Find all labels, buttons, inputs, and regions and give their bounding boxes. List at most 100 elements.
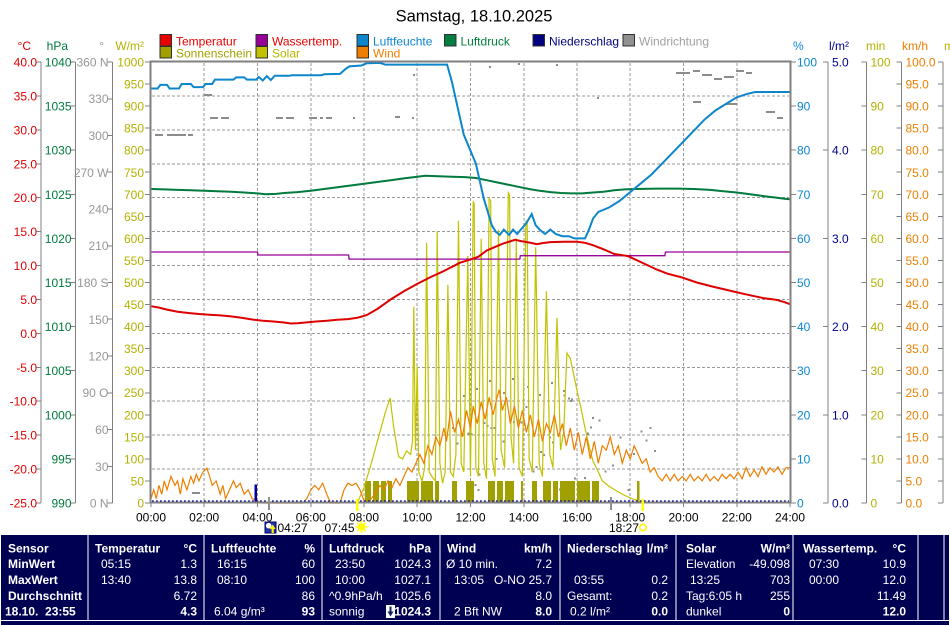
svg-text:08:10: 08:10 — [217, 573, 247, 587]
svg-text:0.0: 0.0 — [832, 497, 849, 511]
svg-text:13.8: 13.8 — [174, 573, 198, 587]
svg-text:750: 750 — [124, 166, 144, 180]
svg-text:10:00: 10:00 — [402, 511, 432, 525]
svg-text:70: 70 — [797, 188, 811, 202]
svg-text:Temperatur: Temperatur — [176, 35, 237, 49]
svg-text:Wassertemp.: Wassertemp. — [803, 542, 877, 556]
svg-text:3.0: 3.0 — [832, 232, 849, 246]
svg-text:-10.0: -10.0 — [10, 395, 38, 409]
svg-text:4.0: 4.0 — [832, 144, 849, 158]
svg-text:23:50: 23:50 — [335, 557, 365, 571]
svg-text:70: 70 — [871, 188, 885, 202]
svg-text:07:30: 07:30 — [809, 557, 839, 571]
svg-text:06:00: 06:00 — [296, 511, 326, 525]
svg-text:sonnig: sonnig — [329, 605, 364, 619]
svg-text:5.0: 5.0 — [20, 293, 37, 307]
svg-text:703: 703 — [770, 573, 790, 587]
svg-text:Luftfeuchte: Luftfeuchte — [373, 35, 433, 49]
svg-text:210: 210 — [88, 239, 108, 253]
svg-text:1027.1: 1027.1 — [394, 573, 431, 587]
svg-text:60: 60 — [95, 423, 109, 437]
svg-text:l/m²: l/m² — [829, 39, 849, 53]
svg-text:80.0: 80.0 — [906, 144, 930, 158]
svg-text:1030: 1030 — [45, 144, 72, 158]
svg-text:2.0: 2.0 — [832, 320, 849, 334]
svg-text:25.0: 25.0 — [906, 386, 930, 400]
svg-text:Wind: Wind — [373, 47, 400, 61]
svg-text:700: 700 — [124, 188, 144, 202]
svg-text:-25.0: -25.0 — [10, 497, 38, 511]
svg-text:90.0: 90.0 — [906, 100, 930, 114]
svg-text:0: 0 — [797, 497, 804, 511]
svg-text:40.0: 40.0 — [14, 56, 38, 70]
svg-text:Luftdruck: Luftdruck — [329, 542, 385, 556]
svg-text:60.0: 60.0 — [906, 232, 930, 246]
svg-text:Niederschlag: Niederschlag — [549, 35, 619, 49]
svg-text:00:00: 00:00 — [136, 511, 166, 525]
svg-text:16:00: 16:00 — [562, 511, 592, 525]
svg-text:1024.3: 1024.3 — [394, 557, 431, 571]
svg-text:Samstag, 18.10.2025: Samstag, 18.10.2025 — [396, 8, 553, 26]
svg-text:55.0: 55.0 — [906, 254, 930, 268]
svg-text:7.2: 7.2 — [535, 557, 552, 571]
svg-text:03:55: 03:55 — [574, 573, 604, 587]
svg-text:5.0: 5.0 — [906, 474, 923, 488]
svg-text:18.10. 23:55: 18.10. 23:55 — [5, 605, 76, 619]
svg-text:400: 400 — [124, 320, 144, 334]
svg-text:1000: 1000 — [117, 56, 144, 70]
svg-text:1020: 1020 — [45, 232, 72, 246]
svg-text:75.0: 75.0 — [906, 166, 930, 180]
svg-text:30: 30 — [95, 460, 109, 474]
svg-text:km/h: km/h — [524, 542, 552, 556]
svg-text:40.0: 40.0 — [906, 320, 930, 334]
svg-text:150: 150 — [124, 430, 144, 444]
svg-text:Durchschnitt: Durchschnitt — [8, 589, 82, 603]
svg-text:10: 10 — [871, 452, 885, 466]
svg-text:100: 100 — [124, 452, 144, 466]
svg-text:8.0: 8.0 — [535, 605, 552, 619]
svg-text:650: 650 — [124, 210, 144, 224]
svg-text:50.0: 50.0 — [906, 276, 930, 290]
svg-text:85.0: 85.0 — [906, 122, 930, 136]
svg-text:255: 255 — [770, 589, 790, 603]
svg-text:1015: 1015 — [45, 276, 72, 290]
svg-text:60: 60 — [871, 232, 885, 246]
svg-text:-15.0: -15.0 — [10, 429, 38, 443]
svg-text:1005: 1005 — [45, 364, 72, 378]
svg-text:Sensor: Sensor — [8, 542, 49, 556]
svg-text:12.0: 12.0 — [883, 605, 907, 619]
svg-text:0 N: 0 N — [90, 497, 109, 511]
svg-text:Luftfeuchte: Luftfeuchte — [211, 542, 277, 556]
svg-text:0: 0 — [783, 605, 790, 619]
svg-text:05:15: 05:15 — [101, 557, 131, 571]
svg-text:dunkel: dunkel — [686, 605, 721, 619]
svg-text:30.0: 30.0 — [906, 364, 930, 378]
svg-text:20: 20 — [871, 408, 885, 422]
svg-text:450: 450 — [124, 298, 144, 312]
svg-text:80: 80 — [871, 144, 885, 158]
svg-text:Gesamt:: Gesamt: — [567, 589, 612, 603]
svg-text:13:40: 13:40 — [101, 573, 131, 587]
svg-text:60: 60 — [797, 232, 811, 246]
svg-text:50: 50 — [131, 474, 145, 488]
svg-text:360 N: 360 N — [76, 56, 108, 70]
svg-text:07:45: 07:45 — [325, 521, 355, 535]
svg-text:0.0: 0.0 — [20, 327, 37, 341]
svg-text:0: 0 — [871, 497, 878, 511]
svg-text:20:00: 20:00 — [668, 511, 698, 525]
svg-text:1025: 1025 — [45, 188, 72, 202]
svg-text:100.0: 100.0 — [906, 56, 936, 70]
svg-text:24:00: 24:00 — [775, 511, 805, 525]
svg-text:1040: 1040 — [45, 56, 72, 70]
svg-text:W/m²: W/m² — [115, 39, 144, 53]
svg-text:Sonnenschein: Sonnenschein — [176, 47, 252, 61]
svg-text:300: 300 — [124, 364, 144, 378]
svg-text:14:00: 14:00 — [509, 511, 539, 525]
svg-text:15.0: 15.0 — [906, 430, 930, 444]
svg-text:Wind: Wind — [447, 542, 476, 556]
svg-text:300: 300 — [88, 129, 108, 143]
svg-text:8.0: 8.0 — [535, 589, 552, 603]
svg-text:hPa: hPa — [409, 542, 431, 556]
svg-text:km/h: km/h — [902, 39, 928, 53]
svg-text:180 S: 180 S — [77, 276, 108, 290]
